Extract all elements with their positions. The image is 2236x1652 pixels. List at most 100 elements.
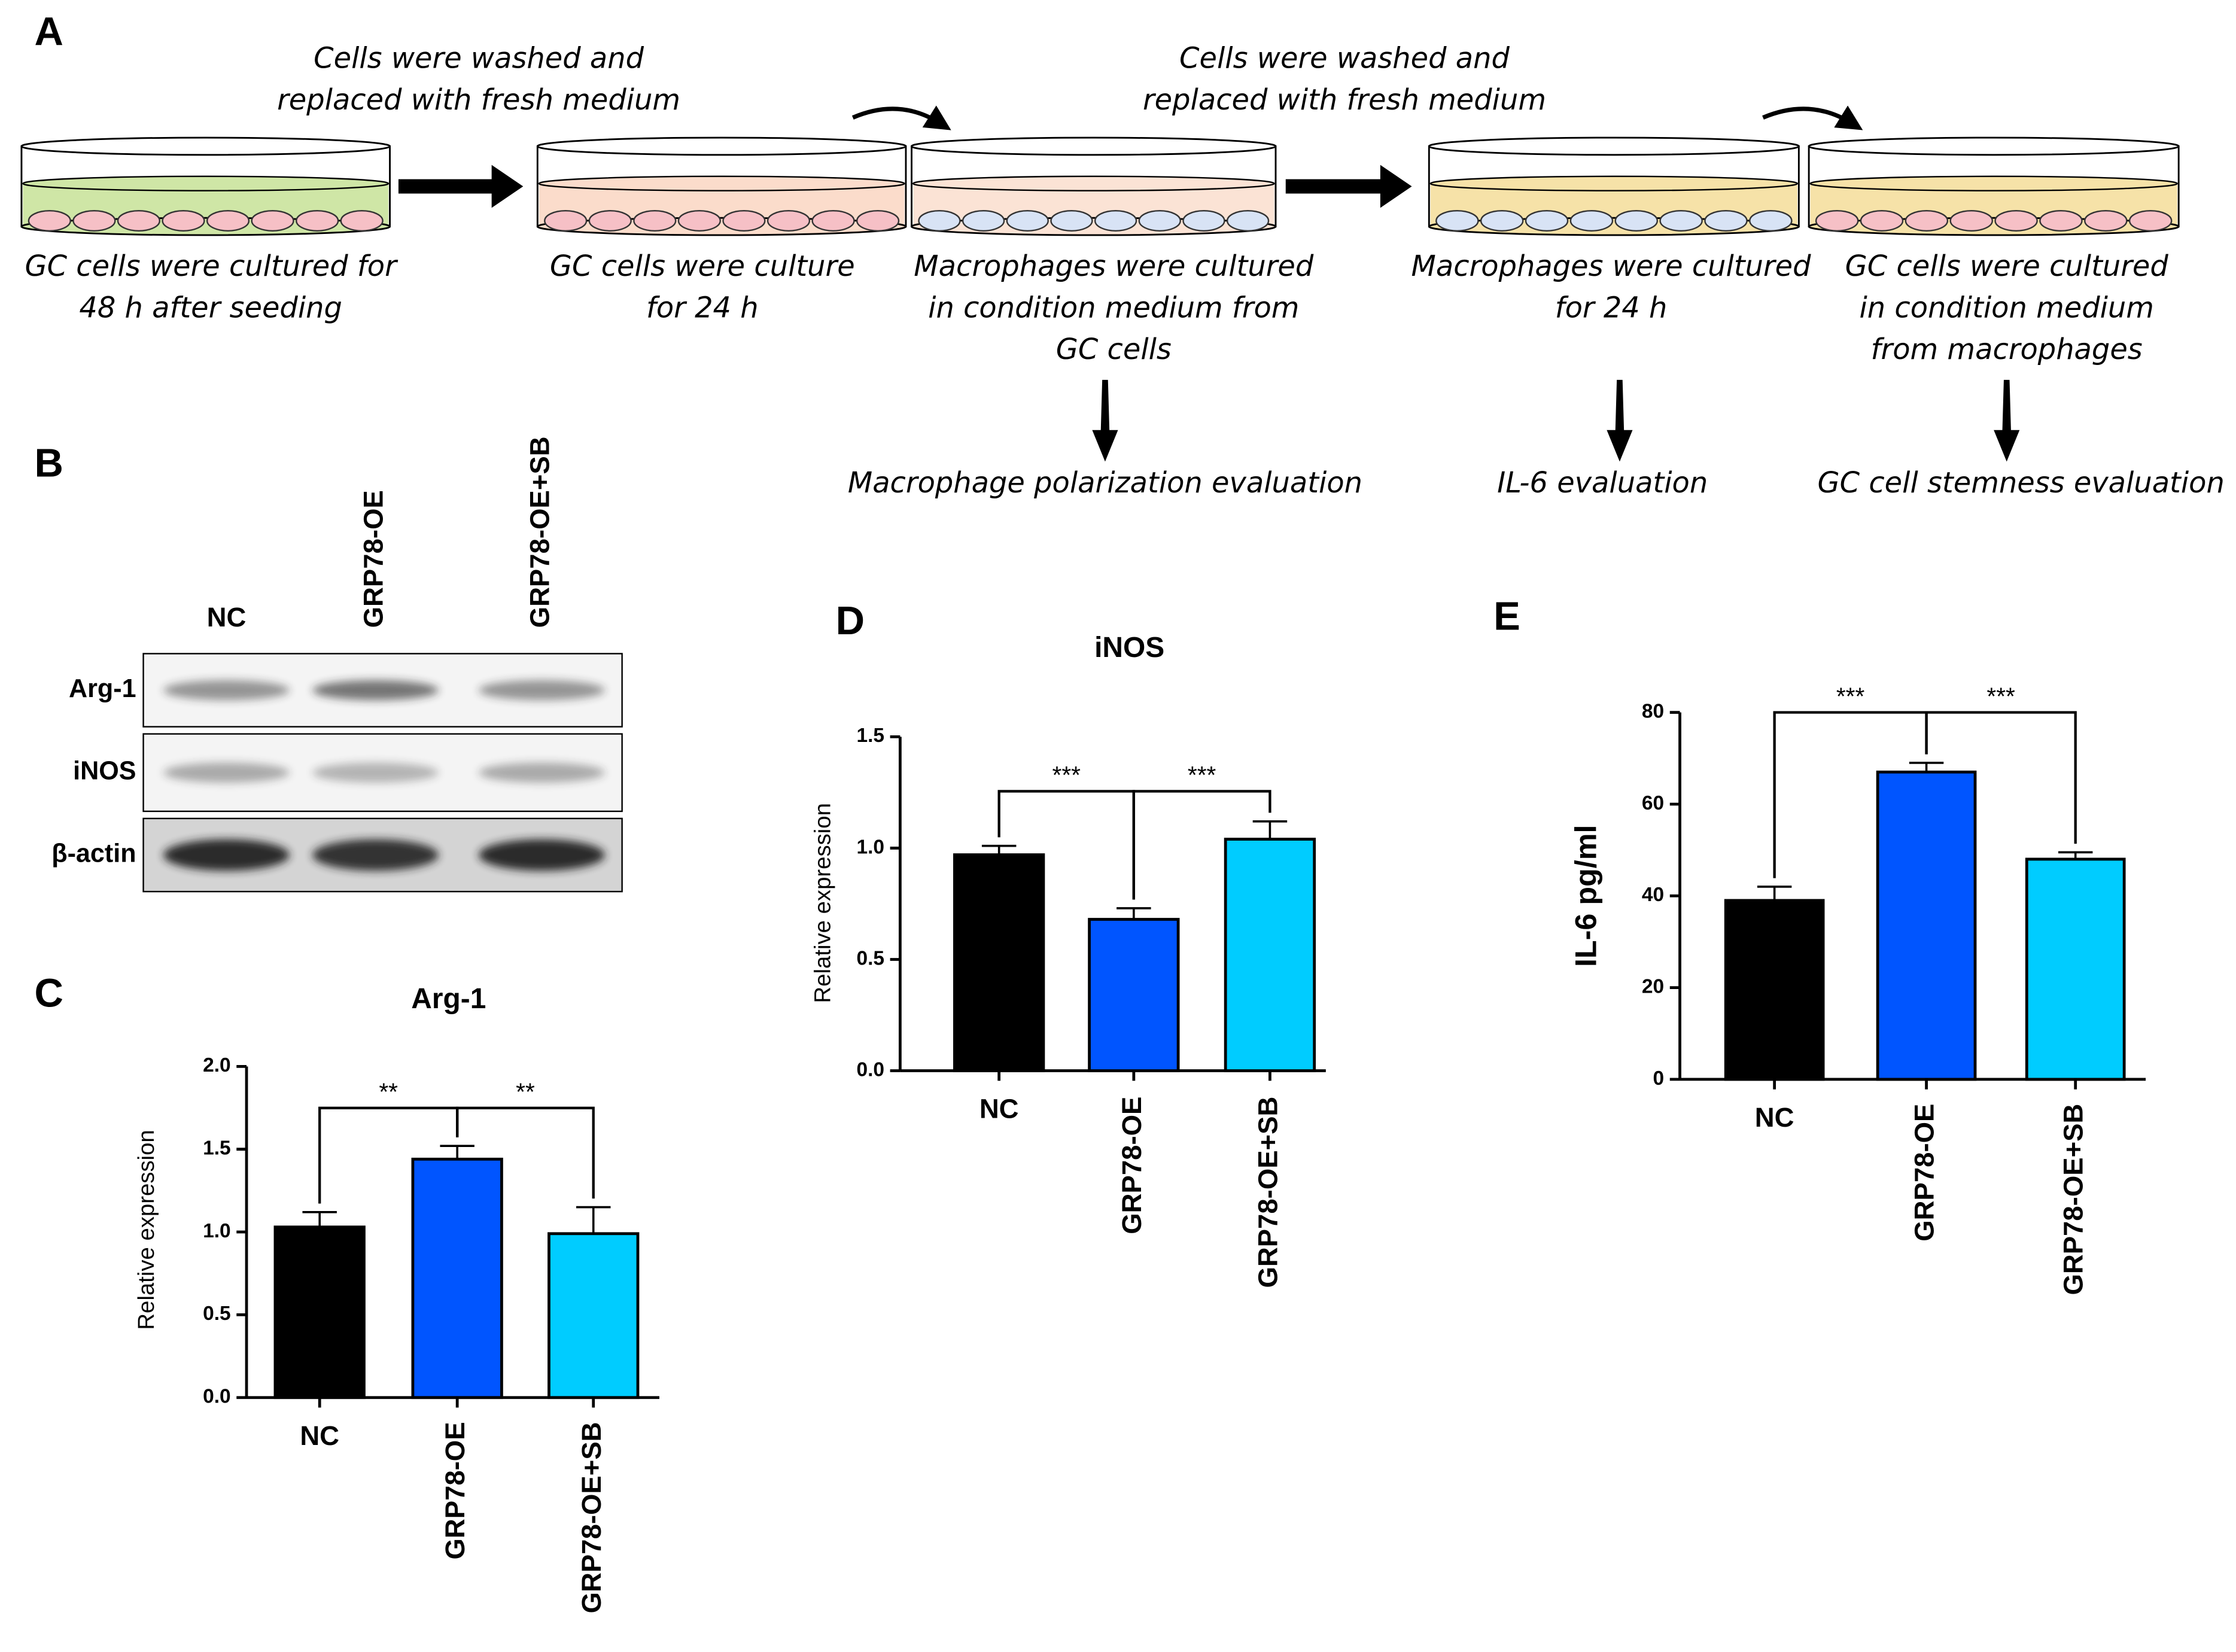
cell xyxy=(1525,210,1569,232)
step-caption: Macrophages were cultured xyxy=(1411,250,1812,283)
panel-letter: B xyxy=(34,440,63,485)
dish-rim xyxy=(20,136,391,156)
cell xyxy=(1094,210,1137,232)
bar xyxy=(953,853,1045,1072)
cell xyxy=(28,210,71,232)
lane-label: NC xyxy=(207,602,247,632)
step-caption: from macrophages xyxy=(1871,333,2143,366)
step-caption: Macrophages were cultured xyxy=(914,250,1314,283)
blot-band xyxy=(312,839,439,871)
y-tick-label: 80 xyxy=(1642,701,1664,723)
bar xyxy=(1088,918,1180,1072)
step-caption: for 24 h xyxy=(1555,292,1668,325)
cell xyxy=(633,210,677,232)
blot-band xyxy=(312,762,439,783)
blot-band xyxy=(163,762,290,783)
lane-label: GRP78-OE xyxy=(358,490,389,628)
significance-label: ** xyxy=(379,1078,398,1106)
y-axis-label: Relative expression xyxy=(810,803,836,1003)
y-tick-label: 1.5 xyxy=(856,725,884,747)
cell xyxy=(1614,210,1659,232)
row-label: β-actin xyxy=(51,839,136,868)
step-caption: GC cells were cultured xyxy=(1845,250,2169,283)
dish-medium-top xyxy=(538,175,905,191)
cell xyxy=(811,210,855,232)
dish-rim xyxy=(911,136,1277,156)
blot-band xyxy=(163,680,290,701)
x-tick-label: NC xyxy=(979,1094,1019,1124)
significance-label: *** xyxy=(1836,682,1865,710)
y-tick-label: 0.0 xyxy=(203,1386,231,1408)
cell xyxy=(722,210,766,232)
x-tick-label: GRP78-OE+SB xyxy=(2058,1104,2089,1295)
significance-bracket xyxy=(456,1106,595,1199)
significance-label: ** xyxy=(516,1078,535,1106)
y-tick-label: 0 xyxy=(1653,1067,1665,1090)
lane-label: GRP78-OE+SB xyxy=(525,436,555,628)
y-tick-label: 40 xyxy=(1642,884,1664,906)
dish-medium-top xyxy=(1809,175,2178,191)
x-tick-label: GRP78-OE+SB xyxy=(576,1422,607,1613)
cell xyxy=(1226,210,1270,232)
dish-medium-top xyxy=(912,175,1275,191)
step-caption: in condition medium xyxy=(1859,292,2154,325)
cell xyxy=(72,210,116,232)
step-caption: GC cells xyxy=(1056,333,1172,366)
cell xyxy=(340,210,384,232)
x-tick-label: NC xyxy=(1755,1102,1794,1133)
cell xyxy=(1435,210,1479,232)
cell xyxy=(1569,210,1614,232)
cell xyxy=(2128,210,2173,232)
note-text: Cells were washed and xyxy=(314,42,644,75)
chart-title: Arg-1 xyxy=(411,983,486,1015)
panel-letter: A xyxy=(34,9,63,54)
down-arrow xyxy=(1994,379,2020,462)
bar xyxy=(2025,857,2126,1081)
dish-medium-top xyxy=(1429,175,1799,191)
big-arrow xyxy=(398,165,524,208)
cell xyxy=(677,210,721,232)
chart-title: iNOS xyxy=(1094,632,1164,664)
cell xyxy=(296,210,339,232)
step-caption: in condition medium from xyxy=(928,292,1299,325)
note-text: replaced with fresh medium xyxy=(1143,84,1546,117)
blot-band xyxy=(312,680,439,701)
significance-bracket xyxy=(1925,711,2077,844)
step-caption: GC cells were culture xyxy=(550,250,855,283)
cell xyxy=(251,210,294,232)
cell xyxy=(117,210,160,232)
y-tick-label: 1.0 xyxy=(203,1220,231,1242)
cell xyxy=(1138,210,1181,232)
y-axis-label: Relative expression xyxy=(133,1130,159,1329)
cell xyxy=(206,210,250,232)
x-tick-label: GRP78-OE xyxy=(440,1422,470,1559)
cell xyxy=(1860,210,1904,232)
significance-label: *** xyxy=(1052,761,1081,789)
note-text: replaced with fresh medium xyxy=(277,84,680,117)
y-tick-label: 20 xyxy=(1642,975,1664,997)
cell xyxy=(1050,210,1093,232)
cell xyxy=(1949,210,1993,232)
cell xyxy=(766,210,811,232)
cell xyxy=(544,210,588,232)
evaluation-text: GC cell stemness evaluation xyxy=(1818,467,2225,500)
blot-band xyxy=(479,839,605,871)
cell xyxy=(1815,210,1859,232)
dish-medium-top xyxy=(22,175,390,191)
y-tick-label: 1.5 xyxy=(203,1137,231,1160)
panel-letter: D xyxy=(836,598,865,643)
x-tick-label: GRP78-OE+SB xyxy=(1252,1097,1283,1288)
blot-band xyxy=(163,839,290,871)
cell xyxy=(1994,210,2038,232)
cell xyxy=(1659,210,1703,232)
cell xyxy=(1905,210,1949,232)
panel-letter: E xyxy=(1493,594,1520,639)
blot-band xyxy=(479,762,605,783)
bar xyxy=(547,1232,640,1400)
blot-band xyxy=(479,680,605,701)
dish-rim xyxy=(1808,136,2180,156)
row-label: iNOS xyxy=(73,757,136,786)
cell xyxy=(1704,210,1748,232)
step-caption: for 24 h xyxy=(646,292,759,325)
